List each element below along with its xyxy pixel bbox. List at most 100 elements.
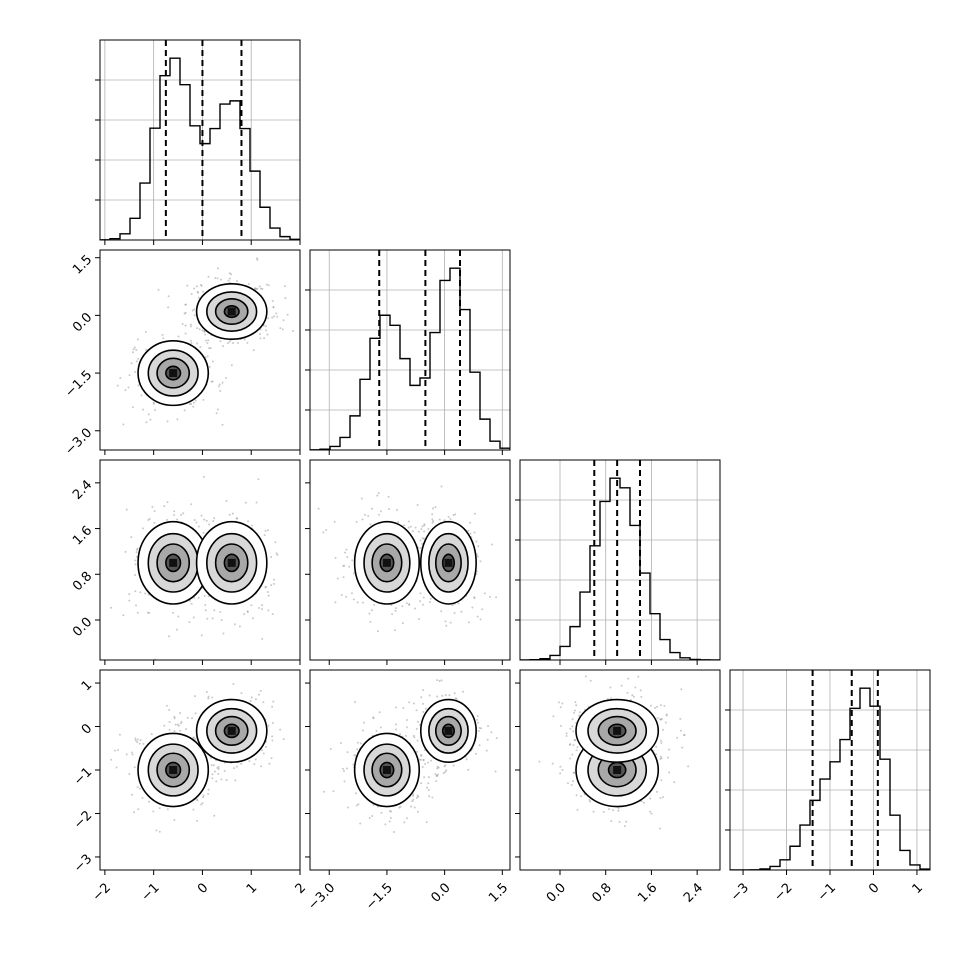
scatter-point [208,347,211,350]
panel-frame [309,459,511,661]
scatter-point [405,602,408,605]
scatter-point [189,323,192,326]
scatter-point [346,556,349,559]
y-tick-label: 2.4 [70,478,95,503]
scatter-point [276,553,279,556]
scatter-point [612,809,615,812]
scatter-point [179,711,182,714]
scatter-point [417,530,420,533]
scatter-point [221,381,224,384]
scatter-point [125,508,128,511]
scatter-point [208,365,211,368]
scatter-point [193,596,196,599]
scatter-point [237,341,240,344]
scatter-point [219,278,222,281]
scatter-point [116,384,119,387]
scatter-point [445,624,448,627]
scatter-point [551,762,554,765]
scatter-point [495,737,498,740]
scatter-point [140,394,143,397]
scatter-point [246,341,249,344]
scatter-point [388,508,391,511]
scatter-point [454,513,457,516]
scatter-point [265,585,268,588]
scatter-point [408,603,411,606]
scatter-point [655,745,658,748]
scatter-point [380,811,383,814]
panel-3-1: −3.0 −1.5 0.0 1.5 [305,669,511,913]
scatter-point [134,737,137,740]
scatter-point [370,609,373,612]
x-tick-label: 1 [910,880,926,896]
scatter-point [664,721,667,724]
scatter-point [440,485,443,488]
scatter-point [387,495,390,498]
scatter-point [205,690,208,693]
scatter-point [133,766,136,769]
scatter-point [578,714,581,717]
x-tick-label: 1.6 [635,880,660,905]
scatter-point [575,794,578,797]
scatter-point [151,505,154,508]
scatter-point [172,611,175,614]
scatter-point [163,724,166,727]
scatter-point [448,694,451,697]
scatter-point [173,717,176,720]
scatter-point [640,695,643,698]
scatter-point [414,526,417,529]
scatter-point [200,284,203,287]
scatter-point [473,531,476,534]
scatter-point [232,341,235,344]
scatter-point [225,376,228,379]
scatter-point [256,258,259,261]
scatter-point [186,716,189,719]
scatter-point [361,518,364,521]
scatter-point [351,559,354,562]
scatter-point [213,609,216,612]
scatter-point [659,827,662,830]
scatter-point [273,578,276,581]
scatter-point [213,517,216,520]
scatter-point [661,717,664,720]
scatter-point [194,399,197,402]
scatter-point [158,807,161,810]
scatter-point [489,595,492,598]
scatter-point [231,512,234,515]
scatter-point [204,603,207,606]
scatter-point [236,517,239,520]
scatter-point [453,692,456,695]
scatter-point [344,551,347,554]
scatter-point [394,607,397,610]
scatter-point [168,728,171,731]
scatter-point [369,620,372,623]
scatter-point [225,779,228,782]
panel-frame [519,459,721,661]
scatter-point [217,267,220,270]
scatter-point [421,525,424,528]
scatter-point [253,762,256,765]
scatter-point [680,688,683,691]
scatter-point [117,749,120,752]
scatter-point [405,718,408,721]
scatter-point [654,706,657,709]
scatter-point [435,780,438,783]
scatter-point [207,695,210,698]
scatter-point [552,715,555,718]
scatter-point [425,821,428,824]
scatter-point [573,709,576,712]
scatter-point [574,701,577,704]
scatter-point [207,697,210,700]
scatter-point [384,823,387,826]
scatter-point [423,524,426,527]
scatter-point [196,799,199,802]
scatter-point [557,701,560,704]
scatter-point [213,770,216,773]
scatter-point [244,501,247,504]
scatter-point [122,423,125,426]
scatter-point [251,617,254,620]
scatter-point [481,608,484,611]
scatter-point [211,617,214,620]
scatter-point [136,786,139,789]
scatter-point [272,306,275,309]
scatter-point [279,728,282,731]
